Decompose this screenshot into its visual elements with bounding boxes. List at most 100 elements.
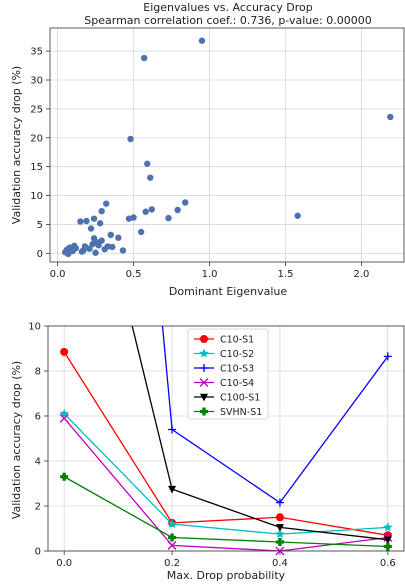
chart2-x-tick-label: 0.0 xyxy=(56,558,72,569)
chart1-point xyxy=(86,245,93,252)
chart1-point xyxy=(115,234,122,241)
chart2-plot-area xyxy=(47,325,405,552)
chart1-points xyxy=(61,37,394,258)
chart1-point xyxy=(127,135,134,143)
chart2-series xyxy=(59,326,393,556)
chart1-point xyxy=(96,220,104,227)
chart1-point xyxy=(144,160,151,167)
chart1-point xyxy=(103,200,110,207)
chart2-legend-marker xyxy=(199,378,209,387)
chart2-legend-label: C10-S2 xyxy=(220,349,254,360)
chart1-point xyxy=(147,174,154,181)
chart2-legend-marker xyxy=(200,335,208,343)
chart1-x-tick-label: 0.5 xyxy=(126,269,142,280)
chart2-legend-label: C10-S1 xyxy=(220,335,254,346)
chart1-title: Eigenvalues vs. Accuracy Drop xyxy=(143,1,312,14)
chart2-point-c10-s1 xyxy=(275,513,284,522)
chart2-point-c100-s1 xyxy=(168,485,177,494)
chart1-point xyxy=(90,215,98,222)
chart1-y-tick-label: 30 xyxy=(30,76,43,87)
chart2-y-ticks: 0 2 4 6 8 10 xyxy=(28,322,48,558)
chart1-y-ticks: 0 5 10 15 20 25 30 35 xyxy=(30,47,50,260)
chart2-y-tick-label: 4 xyxy=(35,457,41,468)
chart2-series-line-c10-s4 xyxy=(63,417,388,551)
chart2-y-tick-label: 0 xyxy=(35,547,41,558)
chart1-point xyxy=(174,206,181,214)
scatter-chart: Eigenvalues vs. Accuracy Drop Spearman c… xyxy=(10,1,405,298)
chart2-point-svhn-s1 xyxy=(383,542,392,551)
chart2-point-c10-s1 xyxy=(60,347,69,356)
chart1-point xyxy=(294,212,301,219)
chart1-point xyxy=(83,217,90,225)
chart2-series-line-c10-s2 xyxy=(63,413,388,535)
chart1-point xyxy=(140,54,148,62)
chart2-y-tick-label: 2 xyxy=(35,502,41,513)
chart1-point xyxy=(119,247,127,254)
chart2-legend-label: C10-S4 xyxy=(220,378,254,389)
chart2-y-tick-label: 10 xyxy=(28,322,41,333)
chart2-legend-marker xyxy=(200,364,208,372)
chart2-series-line-c10-s3 xyxy=(161,326,389,504)
chart2-x-ticks: 0.0 0.2 0.4 0.6 xyxy=(56,551,396,569)
chart1-y-tick-label: 35 xyxy=(30,47,43,58)
chart1-point xyxy=(387,113,394,121)
chart2-y-tick-label: 6 xyxy=(35,412,41,423)
chart1-y-tick-label: 10 xyxy=(30,191,43,202)
chart2-point-c10-s3 xyxy=(383,352,392,361)
chart1-y-tick-label: 25 xyxy=(30,104,43,115)
chart1-point xyxy=(107,231,114,239)
chart1-x-tick-label: 0.0 xyxy=(50,269,66,280)
chart2-series-line-c10-s1 xyxy=(63,351,388,536)
chart1-grid xyxy=(50,28,404,262)
chart2-x-tick-label: 0.4 xyxy=(272,558,288,569)
chart1-x-tick-label: 1.0 xyxy=(202,269,218,280)
chart2-legend-label: C10-S3 xyxy=(220,364,254,375)
chart1-x-ticks: 0.0 0.5 1.0 1.5 2.0 xyxy=(50,262,370,280)
chart2-legend-marker xyxy=(200,407,208,416)
chart2-legend-label: C100-S1 xyxy=(220,393,260,404)
chart1-point xyxy=(98,207,105,215)
chart1-point xyxy=(109,243,116,251)
chart1-point xyxy=(198,37,206,44)
chart2-x-tick-label: 0.6 xyxy=(380,558,396,569)
chart1-plot-area xyxy=(49,27,405,263)
chart1-point xyxy=(130,214,137,221)
chart2-point-c10-s3 xyxy=(275,498,284,507)
chart1-y-tick-label: 15 xyxy=(30,162,43,173)
chart1-point xyxy=(87,225,95,232)
chart1-subtitle: Spearman correlation coef.: 0.736, p-val… xyxy=(84,14,371,27)
chart2-legend: C10-S1 C10-S2 C10-S3 C10-S4 C100-S1 SVHN-S1 xyxy=(187,328,269,420)
chart2-legend-label: SVHN-S1 xyxy=(220,407,262,418)
chart1-y-axis-label: Validation accuracy drop (%) xyxy=(10,66,23,224)
chart1-point xyxy=(165,214,172,222)
chart2-legend-marker xyxy=(199,348,209,358)
chart2-point-c10-s3 xyxy=(168,425,177,434)
chart1-point xyxy=(72,244,80,252)
chart2-x-axis-label: Max. Drop probability xyxy=(167,569,286,582)
chart1-x-tick-label: 2.0 xyxy=(354,269,370,280)
chart2-point-svhn-s1 xyxy=(168,533,177,542)
chart2-point-c10-s4 xyxy=(167,540,177,550)
chart2-legend-marker xyxy=(200,393,208,402)
chart1-x-axis-label: Dominant Eigenvalue xyxy=(169,285,287,298)
chart1-point xyxy=(95,242,102,249)
chart1-x-tick-label: 1.5 xyxy=(278,269,294,280)
chart1-point xyxy=(182,199,189,206)
chart2-x-tick-label: 0.2 xyxy=(164,558,180,569)
chart2-point-svhn-s1 xyxy=(275,538,284,546)
chart2-y-axis-label: Validation accuracy drop (%) xyxy=(10,361,23,519)
chart1-y-tick-label: 0 xyxy=(37,249,43,260)
chart1-point xyxy=(148,206,155,213)
chart2-point-c100-s1 xyxy=(275,524,284,532)
chart2-y-tick-label: 8 xyxy=(35,367,41,378)
chart2-point-svhn-s1 xyxy=(60,472,69,481)
chart1-point xyxy=(98,237,105,244)
chart2-point-c10-s2 xyxy=(275,529,285,539)
chart2-point-c100-s1 xyxy=(383,536,392,545)
chart1-y-tick-label: 5 xyxy=(37,220,43,231)
chart1-point xyxy=(65,250,72,258)
chart1-point xyxy=(142,208,149,215)
chart1-point xyxy=(77,218,84,225)
